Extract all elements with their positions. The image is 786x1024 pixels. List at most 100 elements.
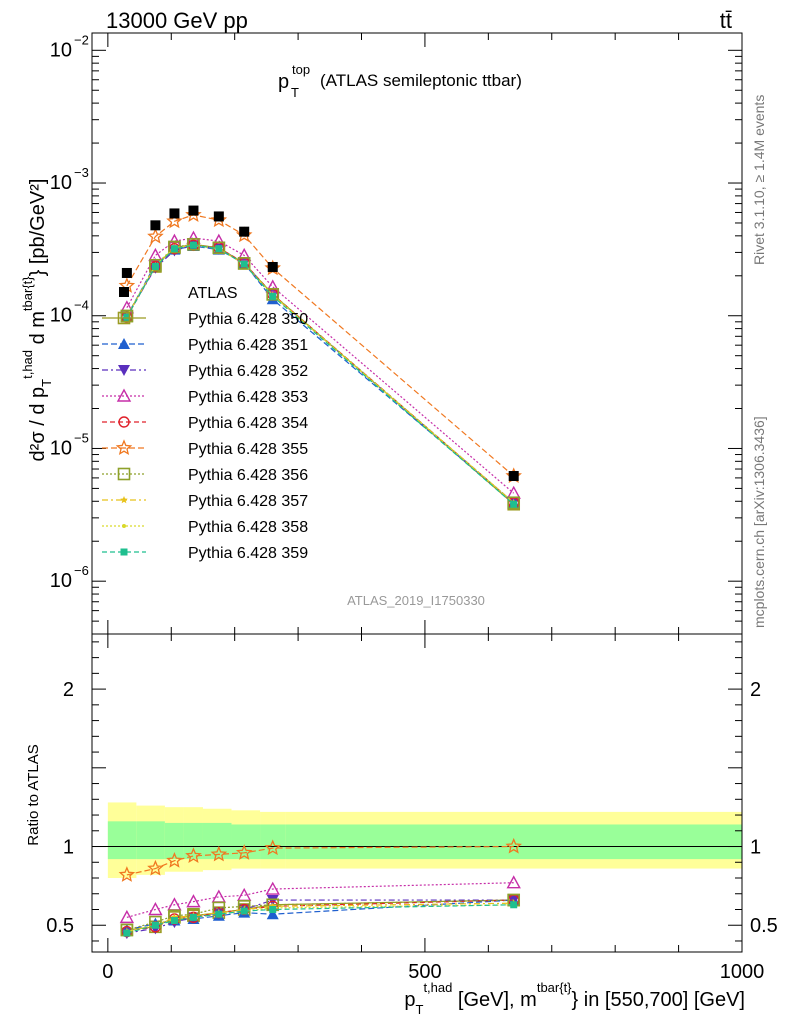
ratio-data-point	[211, 889, 227, 903]
mcplots-label: mcplots.cern.ch [arXiv:1306.3436]	[751, 416, 767, 628]
ratio-y-tick-label-right: 2	[750, 679, 761, 701]
legend-label: Pythia 6.428 353	[188, 389, 308, 406]
title-rest: (ATLAS semileptonic ttbar)	[320, 71, 522, 90]
main-series-line	[126, 237, 515, 494]
legend-label: Pythia 6.428 359	[188, 545, 308, 562]
x-tick-label: 0	[102, 961, 113, 983]
main-data-point	[237, 257, 251, 270]
main-data-point	[189, 241, 197, 249]
main-plot-frame	[91, 32, 743, 635]
legend-marker	[115, 439, 133, 456]
ratio-data-point	[166, 851, 183, 868]
main-plot-series	[118, 205, 522, 511]
legend-label: Pythia 6.428 354	[188, 415, 308, 432]
ratio-data-point	[505, 837, 522, 854]
main-data-point	[240, 260, 248, 268]
ratio-data-point	[189, 913, 197, 921]
ratio-y-tick-label-right: 1	[750, 837, 761, 859]
main-y-tick-exponent: −3	[74, 165, 89, 180]
legend-label: ATLAS	[188, 285, 238, 302]
main-series-line	[126, 244, 515, 504]
ratio-plot-series	[118, 837, 522, 940]
ratio-data-point	[264, 839, 282, 856]
x-tick-label: 500	[408, 961, 441, 983]
main-data-point	[510, 500, 518, 508]
ratio-band-green	[285, 824, 742, 860]
title-p: p	[278, 71, 289, 93]
main-plot-axes: 10−610−510−410−310−2	[50, 32, 743, 635]
ratio-data-point	[186, 894, 201, 908]
ratio-plot-axes: 0.5 0.5 1 1 2 2 0 500 1000	[46, 633, 778, 983]
ratio-data-point	[266, 908, 279, 920]
ratio-y-tick-label-right: 0.5	[750, 915, 778, 937]
main-data-point	[120, 309, 134, 323]
main-series-line	[126, 244, 515, 504]
main-series-line	[126, 243, 515, 505]
ratio-data-point	[170, 917, 178, 925]
title-sup: top	[292, 62, 310, 77]
ratio-data-point	[266, 895, 279, 907]
legend-marker	[117, 467, 131, 481]
ratio-data-point	[215, 910, 223, 918]
main-data-point	[187, 238, 200, 251]
ratio-series-line	[126, 904, 514, 934]
main-y-tick-exponent: −6	[74, 563, 89, 578]
main-data-point	[239, 226, 250, 237]
main-data-point	[188, 205, 199, 216]
main-series-line	[126, 244, 515, 505]
main-series-line	[126, 245, 515, 504]
legend-marker	[118, 338, 130, 349]
legend-label: Pythia 6.428 355	[188, 441, 308, 458]
main-y-tick-label: 10	[50, 570, 72, 592]
x-axis-label: pTt,had [GeV], mtbar{t}} in [550,700] [G…	[404, 980, 745, 1017]
ratio-plot-frame	[91, 633, 743, 953]
main-series-line	[126, 244, 515, 504]
main-y-tick-label: 10	[50, 39, 72, 61]
ratio-band-green	[202, 822, 232, 860]
legend-label: Pythia 6.428 352	[188, 363, 308, 380]
main-data-point	[166, 212, 183, 229]
main-data-point	[169, 208, 180, 219]
ratio-data-point	[185, 847, 202, 863]
legend-marker	[120, 496, 128, 504]
main-y-tick-label: 10	[50, 172, 72, 194]
ratio-data-point	[148, 902, 163, 916]
ratio-series-line	[126, 845, 514, 876]
process-label: tt̄	[720, 8, 732, 33]
legend-label: Pythia 6.428 356	[188, 467, 308, 484]
ratio-data-point	[510, 901, 518, 909]
ratio-data-point	[118, 866, 136, 882]
ratio-data-point	[269, 905, 277, 913]
legend-label: Pythia 6.428 350	[188, 311, 308, 328]
ratio-data-point	[210, 845, 228, 862]
title-sub: T	[291, 85, 299, 100]
analysis-watermark: ATLAS_2019_I1750330	[347, 593, 485, 608]
main-y-tick-label: 10	[50, 437, 72, 459]
ratio-y-tick-label: 2	[63, 679, 74, 701]
main-data-point	[507, 496, 521, 510]
ratio-data-point	[265, 881, 280, 895]
legend-marker	[118, 416, 130, 428]
main-data-point	[150, 220, 161, 231]
main-data-point	[123, 313, 131, 321]
ratio-series-line	[126, 899, 514, 933]
legend-marker	[122, 524, 126, 528]
main-data-point	[149, 258, 162, 272]
legend-marker	[116, 388, 132, 402]
legend-label: Pythia 6.428 357	[188, 493, 308, 510]
main-data-point	[508, 471, 519, 482]
main-data-point	[215, 245, 223, 253]
ratio-data-point	[240, 907, 248, 915]
ratio-band-green	[164, 822, 184, 860]
main-y-tick-exponent: −2	[74, 32, 89, 47]
legend: ATLAS Pythia 6.428 350 Pythia 6.428 351 Pyt…	[102, 285, 308, 562]
energy-label: 13000 GeV pp	[106, 8, 248, 33]
main-series-line	[126, 244, 515, 504]
legend-marker	[119, 287, 129, 297]
ratio-data-point	[237, 887, 252, 902]
ratio-y-tick-label: 0.5	[46, 915, 74, 937]
main-series-line	[126, 214, 515, 477]
ratio-data-point	[151, 921, 159, 929]
legend-marker	[118, 365, 130, 376]
